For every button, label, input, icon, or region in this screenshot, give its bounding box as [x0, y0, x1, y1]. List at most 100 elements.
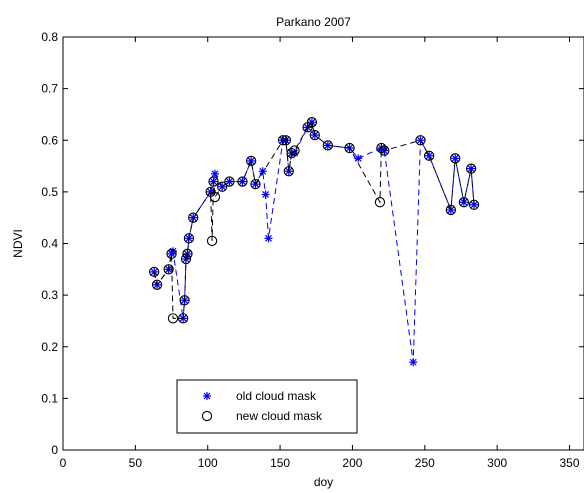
x-tick-label: 250	[415, 456, 435, 470]
star-stroke	[211, 170, 219, 178]
y-tick-label: 0.5	[41, 185, 58, 199]
circle-marker	[465, 163, 477, 174]
star-stroke	[265, 234, 272, 242]
star-marker	[150, 267, 159, 276]
circle-marker	[209, 191, 221, 203]
star-marker	[446, 205, 455, 214]
y-tick-label: 0.4	[41, 237, 58, 251]
circle-marker	[188, 212, 199, 223]
x-tick-label: 300	[487, 456, 507, 470]
circle-marker	[283, 166, 294, 177]
legend-items: old cloud mask new cloud mask	[201, 389, 323, 423]
star-stroke	[210, 178, 217, 185]
series-line	[153, 121, 475, 319]
circle-marker	[237, 176, 248, 187]
circle-marker	[217, 181, 228, 192]
x-axis-label: doy	[314, 475, 333, 489]
circle-marker	[289, 145, 300, 156]
circle-marker	[309, 129, 320, 141]
circle-marker	[277, 135, 289, 146]
star-stroke	[467, 165, 475, 173]
circle-marker	[177, 313, 189, 324]
star-stroke	[354, 154, 362, 162]
circle-marker	[458, 197, 470, 208]
legend-label: old cloud mask	[236, 389, 317, 403]
y-tick-label: 0.2	[41, 340, 58, 354]
circle-marker	[415, 135, 426, 146]
circle-marker	[344, 142, 355, 154]
star-marker	[258, 167, 267, 176]
circle-marker	[182, 248, 193, 259]
circle-marker	[151, 279, 163, 290]
y-tick-label: 0.1	[41, 391, 58, 405]
legend-item: old cloud mask	[203, 389, 317, 403]
y-tick-label: 0.7	[41, 82, 58, 96]
series-new-cloud-mask	[149, 117, 480, 324]
star-marker	[251, 180, 260, 189]
y-axis-label: NDVI	[11, 229, 25, 258]
x-tick-label: 100	[198, 456, 218, 470]
x-tick-label: 0	[60, 456, 67, 470]
star-stroke	[425, 152, 433, 160]
chart-title: Parkano 2007	[276, 15, 351, 29]
circle-marker	[445, 204, 457, 216]
star-stroke	[247, 157, 255, 165]
star-stroke	[184, 250, 191, 258]
star-stroke	[447, 206, 455, 214]
star-stroke	[259, 167, 267, 175]
star-marker	[247, 156, 256, 165]
series-layer	[149, 117, 480, 367]
circle-marker	[166, 248, 177, 259]
x-tick-label: 150	[270, 456, 290, 470]
y-axis: 0 0.1 0.2 0.3 0.4 0.5 0.6 0.7 0.8	[41, 30, 584, 457]
star-marker	[210, 169, 219, 178]
star-stroke	[262, 191, 270, 198]
x-tick-label: 350	[560, 456, 580, 470]
x-tick-label: 50	[129, 456, 143, 470]
x-axis: 0 50 100 150 200 250 300 350	[60, 37, 580, 470]
legend-label: new cloud mask	[236, 409, 323, 423]
circle-marker	[208, 176, 219, 187]
star-marker	[264, 234, 273, 243]
y-tick-label: 0	[51, 443, 58, 457]
circle-marker	[280, 135, 292, 146]
circle-marker	[163, 264, 174, 275]
y-tick-label: 0.3	[41, 288, 58, 302]
star-marker	[261, 190, 270, 199]
star-marker	[409, 358, 418, 367]
circle-marker	[206, 235, 218, 247]
star-stroke	[252, 180, 259, 188]
circle-marker	[201, 410, 213, 422]
circle-marker	[286, 148, 297, 159]
circle-marker	[250, 178, 261, 190]
circle-marker	[180, 253, 192, 265]
y-tick-label: 0.6	[41, 133, 58, 147]
circle-marker	[322, 140, 333, 151]
circle-marker	[468, 199, 480, 210]
circle-marker	[450, 153, 461, 164]
circle-marker	[423, 150, 435, 161]
star-stroke	[451, 154, 459, 162]
circle-marker	[374, 197, 386, 208]
legend-box	[176, 379, 358, 434]
star-stroke	[203, 392, 211, 400]
circle-marker	[179, 295, 190, 306]
legend: old cloud mask new cloud mask	[176, 379, 358, 434]
circle-marker	[306, 117, 318, 128]
circle-marker	[379, 145, 390, 156]
legend-item: new cloud mask	[201, 409, 323, 423]
y-tick-label: 0.8	[41, 30, 58, 44]
circle-marker	[183, 233, 195, 244]
circle-marker	[376, 142, 387, 154]
x-tick-label: 200	[342, 456, 362, 470]
star-stroke	[409, 358, 417, 366]
star-marker	[425, 151, 434, 160]
circle-marker	[224, 176, 235, 187]
circle-marker	[245, 155, 257, 167]
star-marker	[203, 392, 211, 400]
circle-marker	[167, 313, 179, 324]
circle-marker	[149, 266, 160, 278]
star-stroke	[150, 268, 158, 276]
star-stroke	[169, 247, 177, 255]
